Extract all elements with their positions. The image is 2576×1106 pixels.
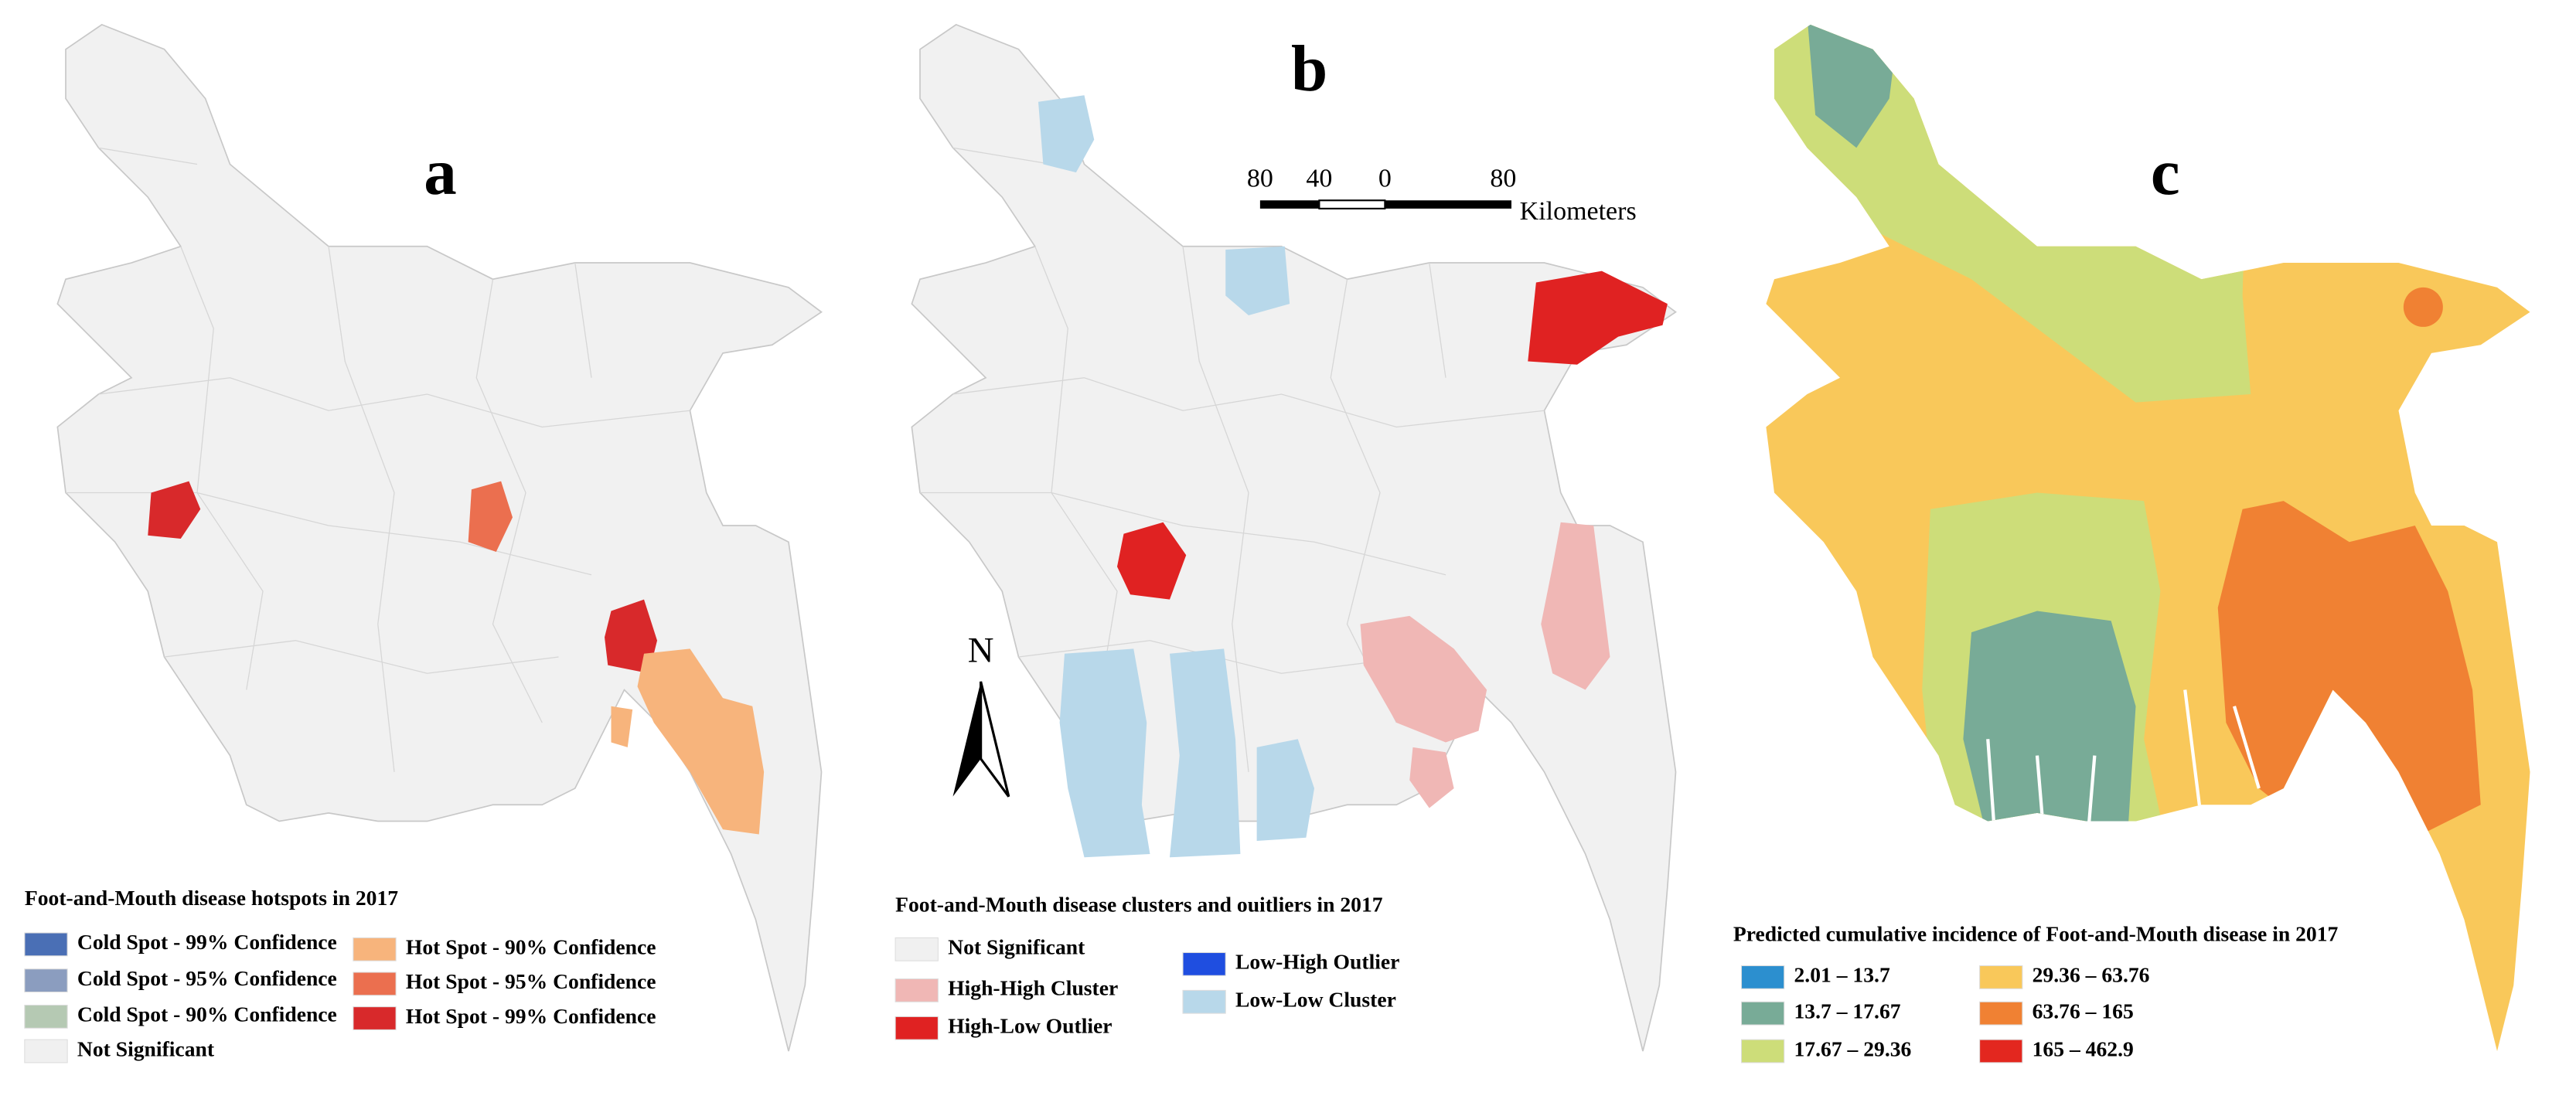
legend-swatch <box>1182 951 1226 976</box>
north-arrow <box>980 681 1010 798</box>
legend-label: 165 – 462.9 <box>2033 1036 2134 1060</box>
river-lines <box>1986 689 2261 855</box>
legend-label: Hot Spot - 95% Confidence <box>406 969 656 993</box>
cluster-region <box>1170 648 1241 858</box>
legend-swatch <box>1182 989 1226 1014</box>
legend-swatch <box>24 968 68 993</box>
legend-label: Low-Low Cluster <box>1235 988 1396 1012</box>
surface-zone <box>1963 611 2136 842</box>
legend-label: Cold Spot - 95% Confidence <box>77 966 337 990</box>
legend-swatch <box>894 937 939 961</box>
legend-label: Not Significant <box>948 935 1085 959</box>
legend-label: Low-High Outlier <box>1235 950 1399 974</box>
cluster-region <box>1541 522 1610 690</box>
legend-swatch <box>353 972 397 996</box>
legend-label: Cold Spot - 99% Confidence <box>77 930 337 954</box>
legend-swatch <box>1979 1001 2023 1026</box>
panel-label: a <box>424 136 457 209</box>
legend-label: High-High Cluster <box>948 976 1118 1000</box>
legend-label: 2.01 – 13.7 <box>1794 963 1890 987</box>
cluster-region <box>1059 648 1150 858</box>
legend-swatch <box>894 978 939 1002</box>
legend-swatch <box>353 937 397 961</box>
legend-swatch <box>24 1039 68 1063</box>
map-a <box>56 23 823 1053</box>
north-arrow <box>952 681 981 797</box>
legend-swatch <box>1740 1001 1785 1026</box>
legend-label: Hot Spot - 90% Confidence <box>406 935 656 959</box>
legend-swatch <box>24 932 68 957</box>
scale-label: 40 <box>1306 165 1332 193</box>
hotspot-region <box>637 648 765 835</box>
panel-label: b <box>1291 32 1327 105</box>
legend-title: Foot-and-Mouth disease hotspots in 2017 <box>25 886 398 910</box>
scale-unit: Kilometers <box>1520 197 1637 226</box>
cluster-region <box>1528 271 1668 365</box>
legend-swatch <box>1979 965 2023 989</box>
district-lines <box>66 147 690 772</box>
legend-title: Foot-and-Mouth disease clusters and ouit… <box>895 892 1383 916</box>
legend-label: 13.7 – 17.67 <box>1794 999 1901 1023</box>
legend-label: 17.67 – 29.36 <box>1794 1036 1912 1060</box>
legend-swatch <box>1979 1039 2023 1063</box>
legend-label: 63.76 – 165 <box>2033 999 2134 1023</box>
cluster-region <box>1117 522 1187 600</box>
map-b: N <box>911 23 1677 1053</box>
scale-segment <box>1318 199 1386 209</box>
scale-label: 80 <box>1490 165 1516 193</box>
scale-segment <box>1259 200 1320 209</box>
legend-swatch <box>894 1016 939 1040</box>
scale-label: 80 <box>1247 165 1273 193</box>
cluster-region <box>1409 747 1454 808</box>
panel-label: c <box>2151 136 2180 209</box>
cluster-region <box>1256 739 1314 842</box>
hotspot-region <box>148 481 201 539</box>
legend-swatch <box>24 1004 68 1029</box>
hotspot-region <box>468 481 513 553</box>
scale-segment <box>1385 200 1511 209</box>
surface-zone <box>2217 501 2481 855</box>
legend-title: Predicted cumulative incidence of Foot-a… <box>1733 922 2339 946</box>
legend-label: Cold Spot - 90% Confidence <box>77 1002 337 1026</box>
cluster-region <box>1225 246 1290 316</box>
legend-label: Hot Spot - 99% Confidence <box>406 1004 656 1028</box>
legend-swatch <box>1740 965 1785 989</box>
north-label: N <box>968 630 994 670</box>
hotspot-region <box>611 706 633 747</box>
legend-swatch <box>353 1006 397 1030</box>
cluster-region <box>1360 615 1487 743</box>
cluster-region <box>1038 95 1095 173</box>
legend-label: High-Low Outlier <box>948 1014 1112 1038</box>
scale-label: 0 <box>1378 165 1392 193</box>
legend-label: 29.36 – 63.76 <box>2033 963 2150 987</box>
legend-label: Not Significant <box>77 1036 215 1060</box>
legend-swatch <box>1740 1039 1785 1063</box>
surface-zone <box>2403 287 2443 327</box>
